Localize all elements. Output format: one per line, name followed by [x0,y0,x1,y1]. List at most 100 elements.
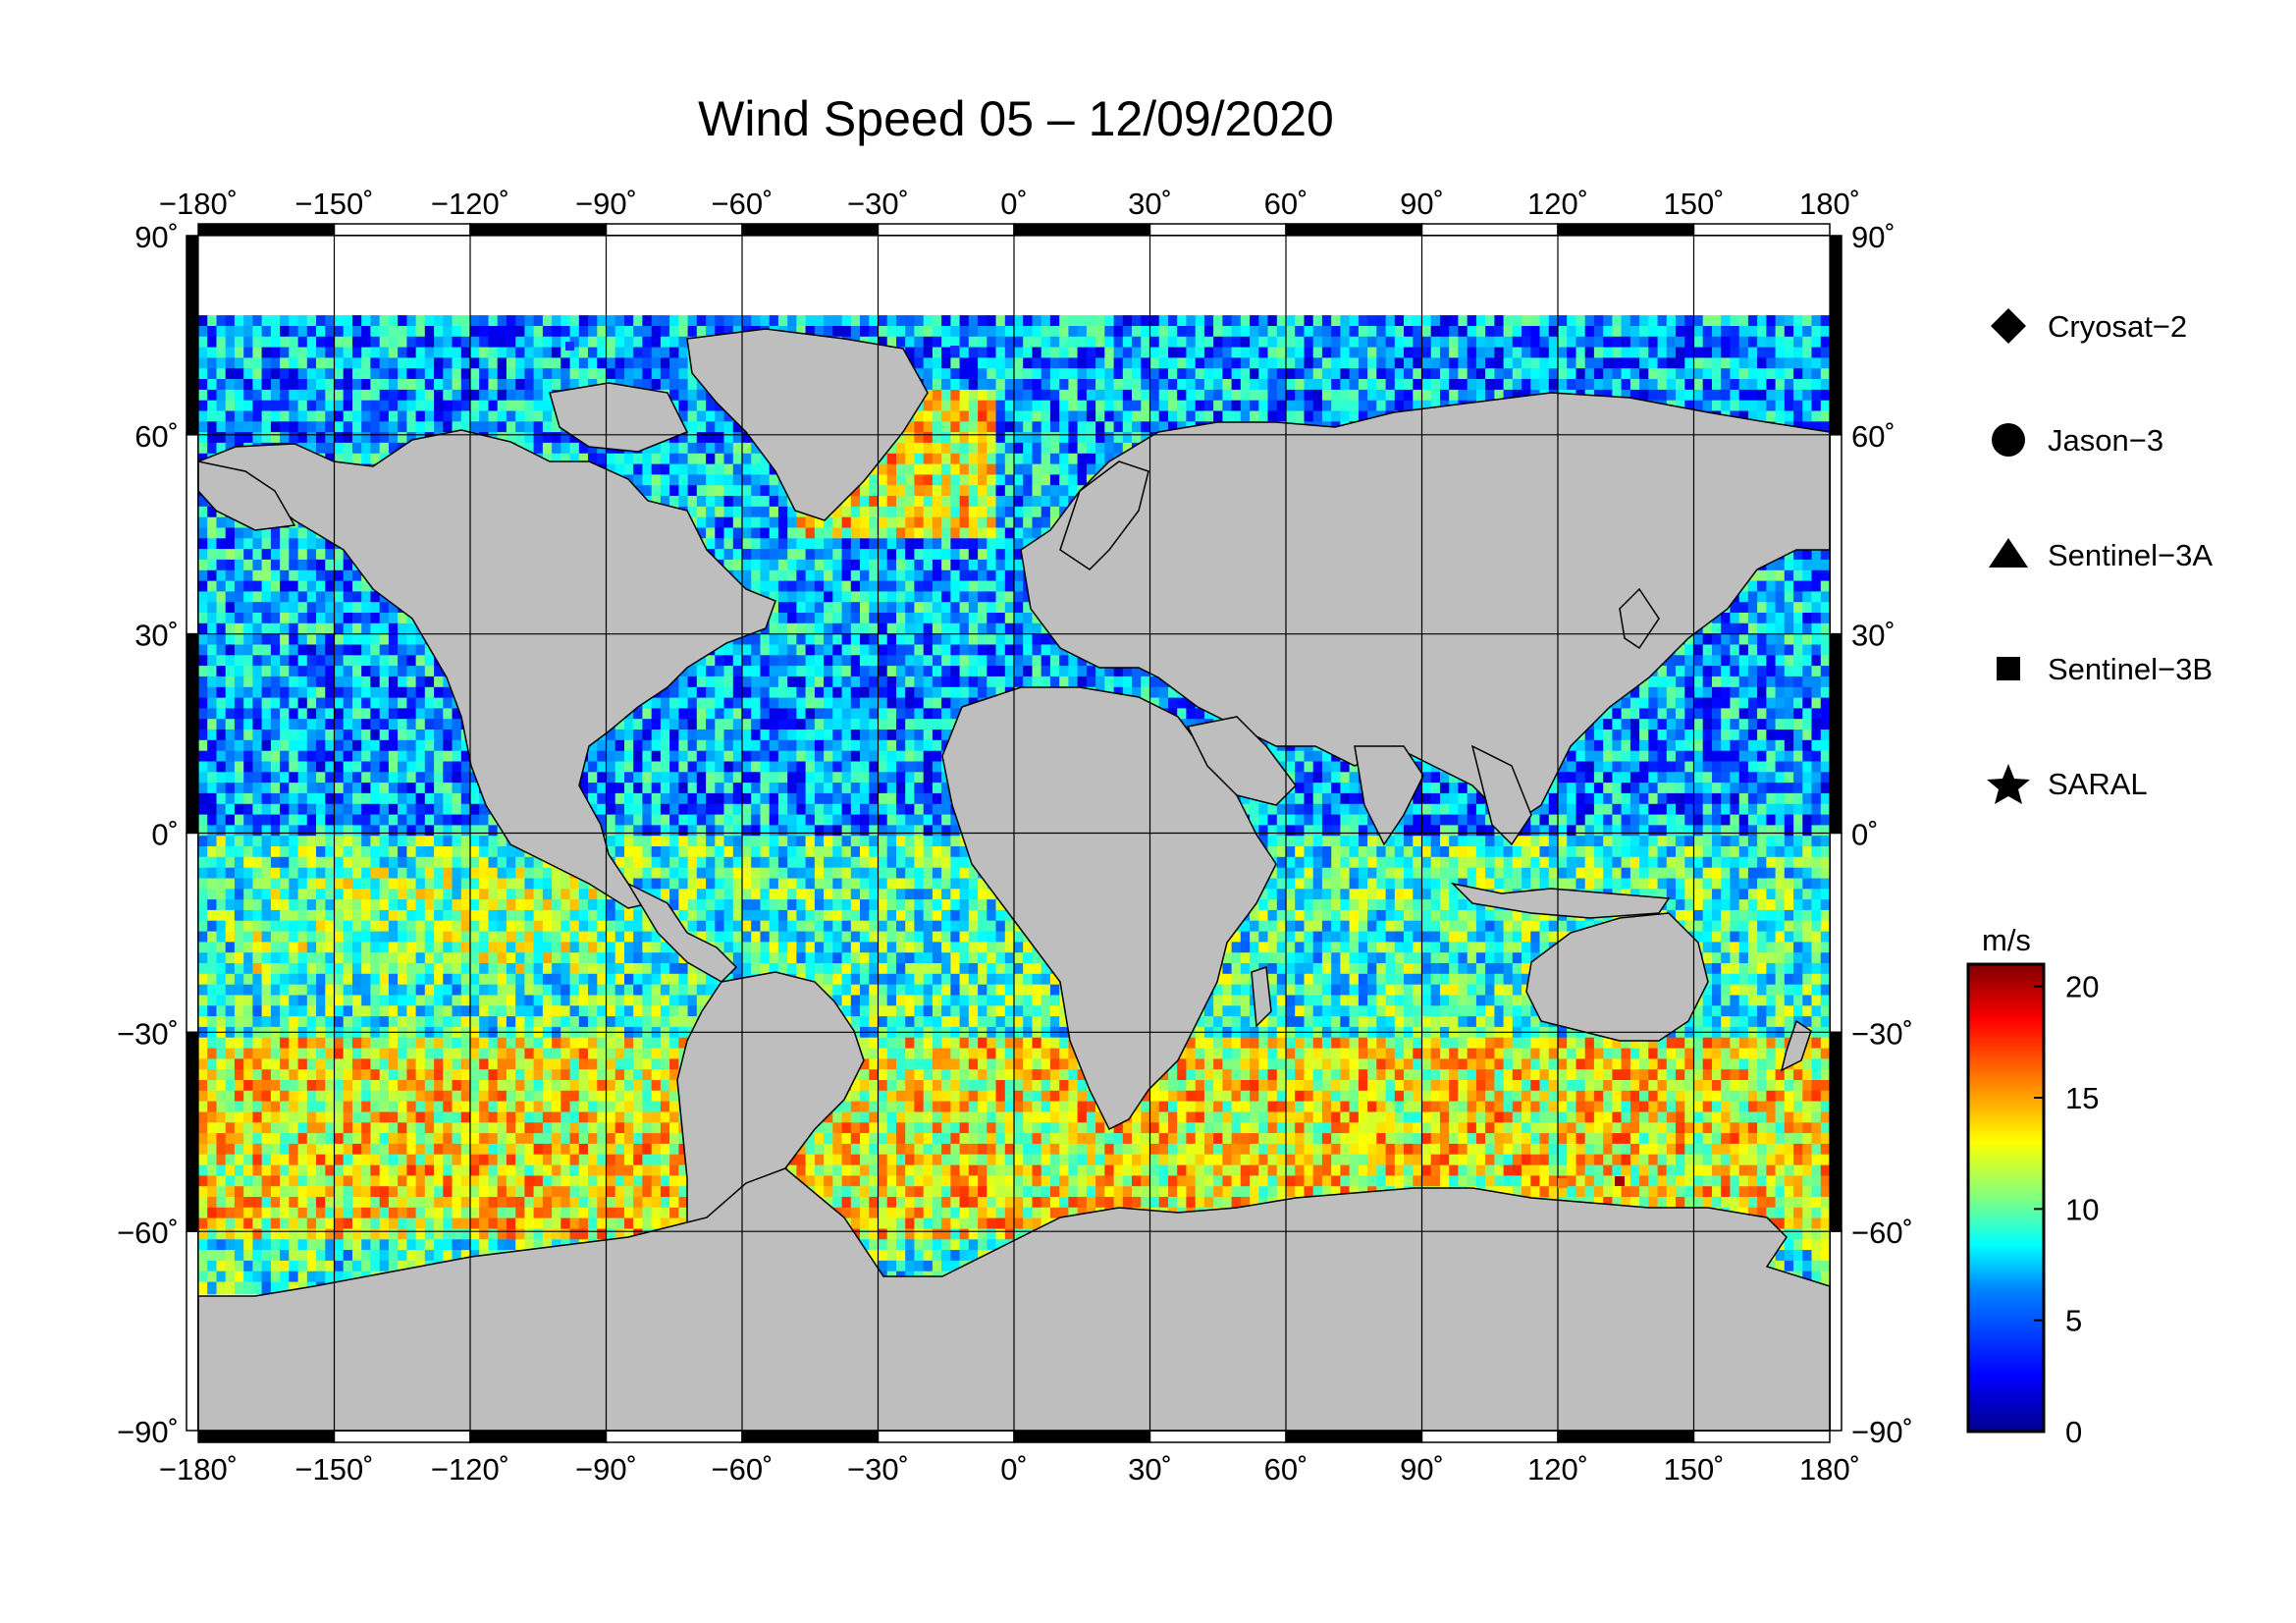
wind-speed-cell [760,580,771,594]
wind-speed-cell [316,432,327,445]
wind-speed-cell [796,580,807,594]
wind-speed-cell [1367,400,1378,413]
wind-speed-cell [869,591,880,605]
wind-speed-cell [588,347,599,360]
wind-speed-cell [207,357,218,371]
wind-speed-cell [1802,326,1813,339]
wind-speed-cell [642,326,653,339]
wind-speed-cell [1095,357,1106,371]
wind-speed-cell [1702,400,1713,413]
frame-segment [605,223,743,237]
wind-speed-cell [860,559,871,572]
wind-speed-cell [1014,496,1025,509]
wind-speed-cell [1049,432,1061,445]
wind-speed-cell [1113,315,1124,328]
wind-speed-cell [1558,379,1569,392]
wind-speed-cell [460,336,471,350]
wind-speed-cell [932,442,943,456]
wind-speed-cell [968,410,979,424]
wind-speed-cell [886,506,897,519]
wind-speed-cell [1104,379,1115,392]
wind-speed-cell [869,527,880,541]
wind-speed-cell [1558,336,1569,350]
wind-speed-cell [1276,347,1287,360]
wind-speed-cell [569,347,580,360]
wind-speed-cell [1041,368,1051,381]
frame-segment [1692,223,1831,237]
wind-speed-cell [1802,410,1813,424]
wind-speed-cell [524,421,535,435]
wind-speed-cell [533,315,544,328]
wind-speed-cell [316,368,327,381]
wind-speed-cell [1059,379,1070,392]
wind-speed-cell [1548,326,1559,339]
wind-speed-cell [343,357,353,371]
wind-speed-cell [1584,379,1595,392]
wind-speed-cell [533,326,544,339]
wind-speed-cell [1684,347,1695,360]
wind-speed-cell [198,442,209,456]
wind-speed-cell [1312,389,1323,403]
wind-speed-cell [1113,357,1124,371]
wind-speed-cell [443,400,454,413]
wind-speed-cell [1149,410,1160,424]
wind-speed-cell [850,549,861,562]
wind-speed-cell [1231,357,1242,371]
wind-speed-cell [760,527,771,541]
wind-speed-cell [923,516,934,530]
wind-speed-cell [1811,410,1822,424]
wind-speed-cell [252,580,263,594]
wind-speed-cell [1158,326,1169,339]
wind-speed-cell [678,357,689,371]
wind-speed-cell [306,549,317,562]
wind-speed-cell [896,559,907,572]
wind-speed-cell [706,432,717,445]
wind-speed-cell [1575,368,1586,381]
wind-speed-cell [1376,347,1387,360]
wind-speed-cell [542,432,554,445]
wind-speed-cell [216,442,227,456]
wind-speed-cell [886,442,897,456]
wind-speed-cell [515,379,526,392]
wind-speed-cell [1321,410,1333,424]
wind-speed-cell [923,453,934,466]
wind-speed-cell [1222,400,1233,413]
wind-speed-cell [706,506,717,519]
wind-speed-cell [1258,347,1269,360]
wind-speed-cell [243,591,254,605]
wind-speed-cell [850,315,861,328]
wind-speed-cell [905,432,916,445]
wind-speed-cell [1331,357,1342,371]
wind-speed-cell [660,357,671,371]
wind-speed-cell [379,326,390,339]
wind-speed-cell [198,368,209,381]
wind-speed-cell [1231,379,1242,392]
wind-speed-cell [1049,453,1061,466]
wind-speed-cell [995,421,1006,435]
wind-speed-cell [1295,389,1306,403]
wind-speed-cell [932,506,943,519]
wind-speed-cell [1730,326,1740,339]
wind-speed-cell [723,442,734,456]
wind-speed-cell [561,326,571,339]
wind-speed-cell [850,496,861,509]
wind-speed-cell [950,485,961,498]
wind-speed-cell [1312,347,1323,360]
wind-speed-cell [533,421,544,435]
wind-speed-cell [1458,336,1468,350]
wind-speed-cell [987,559,997,572]
wind-speed-cell [1240,368,1251,381]
wind-speed-cell [334,549,345,562]
wind-speed-cell [941,527,952,541]
wind-speed-cell [1349,347,1360,360]
wind-speed-cell [1059,453,1070,466]
wind-speed-cell [1349,357,1360,371]
wind-speed-cell [334,315,345,328]
wind-speed-cell [869,336,880,350]
wind-speed-cell [488,410,499,424]
wind-speed-cell [905,453,916,466]
wind-speed-cell [841,602,852,615]
wind-speed-cell [959,485,970,498]
wind-speed-cell [452,400,462,413]
wind-speed-cell [1530,315,1541,328]
